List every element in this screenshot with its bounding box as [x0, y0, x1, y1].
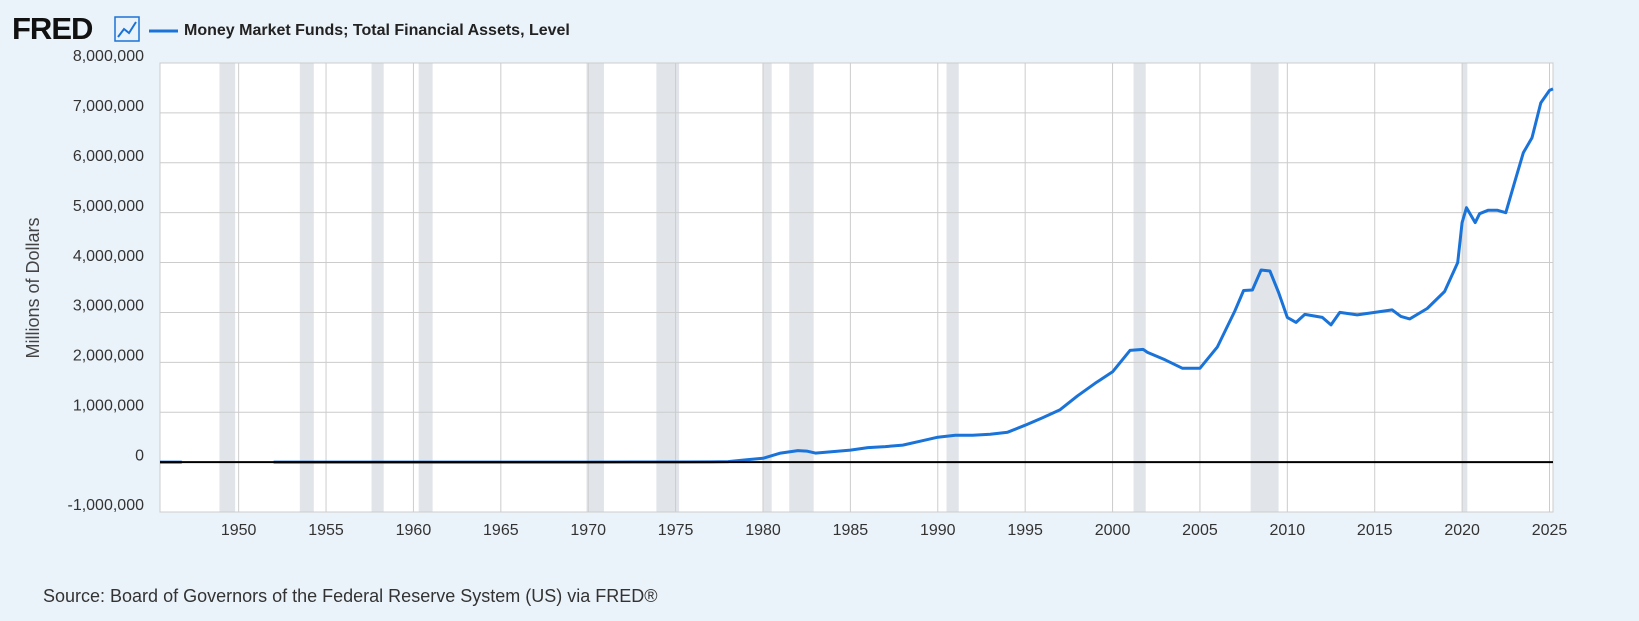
recession-band	[946, 63, 959, 512]
recession-band	[1133, 63, 1146, 512]
x-tick-label: 2025	[1532, 522, 1568, 539]
y-tick-label: 4,000,000	[73, 248, 144, 265]
recession-band	[299, 63, 314, 512]
logo-icon-line	[117, 21, 137, 38]
source: Source: Board of Governors of the Federa…	[43, 586, 658, 606]
recession-band	[762, 63, 772, 512]
x-tick-label: 1995	[1007, 522, 1043, 539]
x-tick-label: 1950	[221, 522, 257, 539]
x-tick-label: 1985	[833, 522, 869, 539]
x-tick-label: 1990	[920, 522, 956, 539]
recession-band	[371, 63, 384, 512]
x-tick-label: 1955	[308, 522, 344, 539]
y-tick-label: 7,000,000	[73, 98, 144, 115]
x-tick-label: 1960	[396, 522, 432, 539]
x-tick-label: 2020	[1444, 522, 1480, 539]
y-tick-label: 1,000,000	[73, 397, 144, 414]
recession-band	[1462, 63, 1468, 512]
recession-band	[1250, 63, 1279, 512]
y-tick-label: 3,000,000	[73, 298, 144, 315]
y-tick-label: 5,000,000	[73, 198, 144, 215]
x-tick-label: 1975	[658, 522, 694, 539]
recession-band	[418, 63, 433, 512]
y-axis-label: Millions of Dollars	[23, 217, 43, 358]
recession-band	[219, 63, 236, 512]
x-tick-label: 1980	[745, 522, 781, 539]
y-tick-label: 2,000,000	[73, 348, 144, 365]
y-tick-label: 0	[135, 447, 144, 464]
y-tick-label: -1,000,000	[67, 497, 144, 514]
x-tick-label: 2005	[1182, 522, 1218, 539]
legend-label: Money Market Funds; Total Financial Asse…	[184, 22, 570, 39]
x-tick-label: 2015	[1357, 522, 1393, 539]
y-tick-label: 8,000,000	[73, 48, 144, 65]
logo-icon	[114, 16, 140, 42]
recession-band	[586, 63, 604, 512]
x-tick-label: 1965	[483, 522, 519, 539]
x-tick-label: 1970	[570, 522, 606, 539]
plot-area	[159, 62, 1554, 513]
x-tick-label: 2010	[1270, 522, 1306, 539]
recession-band	[656, 63, 680, 512]
logo: FRED	[12, 11, 93, 46]
recession-band	[789, 63, 814, 512]
y-tick-label: 6,000,000	[73, 148, 144, 165]
x-tick-label: 2000	[1095, 522, 1131, 539]
